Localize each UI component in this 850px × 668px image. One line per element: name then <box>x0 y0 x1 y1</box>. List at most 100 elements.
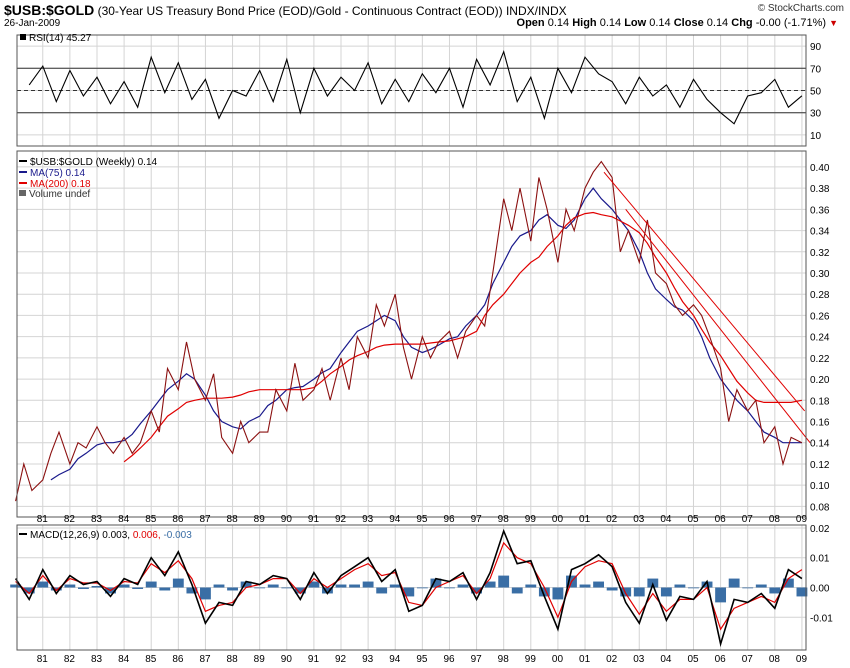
volume-legend-label: Volume undef <box>29 189 90 200</box>
price-tick-label: 0.28 <box>810 290 830 301</box>
x-tick-label: 85 <box>145 654 157 665</box>
x-tick-label: 92 <box>335 514 347 525</box>
ma200-legend-label: MA(200) 0.18 <box>30 179 91 190</box>
x-tick-label: 83 <box>91 654 103 665</box>
price-line <box>15 160 803 502</box>
x-tick-label: 02 <box>606 514 618 525</box>
x-tick-label: 01 <box>579 654 591 665</box>
chg-label: Chg <box>731 17 753 29</box>
macd-histogram-bar <box>267 584 279 588</box>
x-tick-label: 09 <box>796 654 808 665</box>
macd-histogram-bar <box>742 587 754 589</box>
rsi-legend-swatch <box>20 34 26 40</box>
macd-histogram-bar <box>349 584 360 588</box>
macd-histogram-bar <box>660 587 672 597</box>
macd-histogram-bar <box>50 587 62 591</box>
macd-histogram-bar <box>728 578 740 588</box>
high-label: High <box>572 17 597 29</box>
open-value: 0.14 <box>547 17 570 29</box>
macd-histogram-bar <box>620 587 632 597</box>
trendline <box>625 209 811 444</box>
macd-histogram-bar <box>633 587 645 597</box>
high-value: 0.14 <box>599 17 622 29</box>
x-tick-label: 93 <box>362 514 374 525</box>
x-tick-label: 08 <box>769 654 781 665</box>
x-tick-label: 82 <box>64 514 76 525</box>
x-tick-label: 09 <box>796 514 808 525</box>
rsi-panel: 10 30 50 70 90 <box>16 34 822 147</box>
macd-histogram-bar <box>186 587 198 594</box>
macd-legend-prefix: MACD(12,26,9) <box>30 530 99 541</box>
price-tick-label: 0.12 <box>810 460 830 471</box>
trendline <box>603 171 806 412</box>
macd-histogram-bar <box>444 587 455 589</box>
price-tick-label: 0.38 <box>810 184 830 195</box>
chg-value: -0.00 (-1.71%) <box>755 17 827 29</box>
price-tick-label: 0.24 <box>810 333 830 344</box>
price-tick-label: 0.30 <box>810 269 830 280</box>
x-tick-label: 00 <box>552 654 564 665</box>
price-legend: $USB:$GOLD (Weekly) 0.14 MA(75) 0.14 MA(… <box>19 157 158 200</box>
x-tick-label: 81 <box>37 514 49 525</box>
macd-histogram-bar <box>674 584 686 588</box>
symbol-description: (30-Year US Treasury Bond Price (EOD)/Go… <box>97 4 503 18</box>
price-tick-label: 0.10 <box>810 481 830 492</box>
open-label: Open <box>516 17 545 29</box>
x-tick-label: 08 <box>769 514 781 525</box>
volume-legend-swatch <box>19 190 26 196</box>
x-tick-label: 88 <box>227 654 239 665</box>
macd-histogram-bar <box>132 587 144 589</box>
rsi-tick-label: 30 <box>810 109 822 120</box>
x-tick-label: 02 <box>606 654 618 665</box>
macd-histogram-bar <box>538 587 550 597</box>
rsi-tick-label: 10 <box>810 131 822 142</box>
x-tick-label: 97 <box>471 514 483 525</box>
macd-hist-value: -0.003 <box>163 530 192 541</box>
macd-histogram-bar <box>240 581 252 588</box>
macd-tick-label: 0.02 <box>810 524 830 535</box>
macd-histogram-bar <box>403 587 415 597</box>
down-triangle-icon: ▼ <box>829 18 838 28</box>
macd-histogram-bar <box>10 584 22 588</box>
macd-histogram-bar <box>715 587 727 603</box>
rsi-line <box>28 49 803 125</box>
macd-histogram-bar <box>593 581 605 588</box>
rsi-tick-label: 70 <box>810 64 822 75</box>
macd-histogram-bar <box>484 581 496 588</box>
symbol: $USB:$GOLD <box>4 2 95 18</box>
rsi-frame <box>16 34 807 147</box>
macd-histogram-bar <box>498 575 510 588</box>
macd-histogram-bar <box>552 587 564 600</box>
x-tick-label: 85 <box>145 514 157 525</box>
x-tick-label: 89 <box>254 654 266 665</box>
low-value: 0.14 <box>649 17 671 29</box>
macd-histogram-bar <box>294 587 306 594</box>
macd-histogram-bar <box>335 584 347 588</box>
price-panel: 0.08 0.10 0.12 0.14 0.16 0.18 0.20 0.22 0.24 0.26… <box>15 150 830 518</box>
x-tick-label: 06 <box>715 514 727 525</box>
macd-histogram-bar <box>37 581 49 588</box>
x-tick-label: 83 <box>91 514 103 525</box>
macd-histogram-bar <box>688 587 699 589</box>
rsi-legend: RSI(14) 45.27 <box>20 33 92 44</box>
x-tick-label: 00 <box>552 514 564 525</box>
price-tick-label: 0.32 <box>810 248 830 259</box>
macd-histogram-bar <box>796 587 808 597</box>
x-tick-label: 87 <box>199 514 211 525</box>
macd-histogram-bar <box>769 587 781 594</box>
x-tick-label: 86 <box>172 514 184 525</box>
macd-histogram-bar <box>782 578 794 588</box>
x-tick-label: 07 <box>742 514 754 525</box>
macd-histogram-bar <box>145 581 157 588</box>
exchange: INDX/INDX <box>505 4 567 18</box>
macd-legend: MACD(12,26,9) 0.003, 0.006, -0.003 <box>19 530 192 541</box>
macd-histogram-bar <box>322 587 333 594</box>
x-tick-label: 95 <box>416 514 428 525</box>
x-tick-label: 90 <box>281 654 293 665</box>
macd-legend-value: 0.003, <box>102 530 130 541</box>
macd-histogram-bar <box>376 587 388 594</box>
macd-histogram-bar <box>281 587 293 589</box>
x-tick-label: 91 <box>308 514 320 525</box>
price-tick-label: 0.26 <box>810 311 830 322</box>
ma75-line <box>50 187 802 481</box>
